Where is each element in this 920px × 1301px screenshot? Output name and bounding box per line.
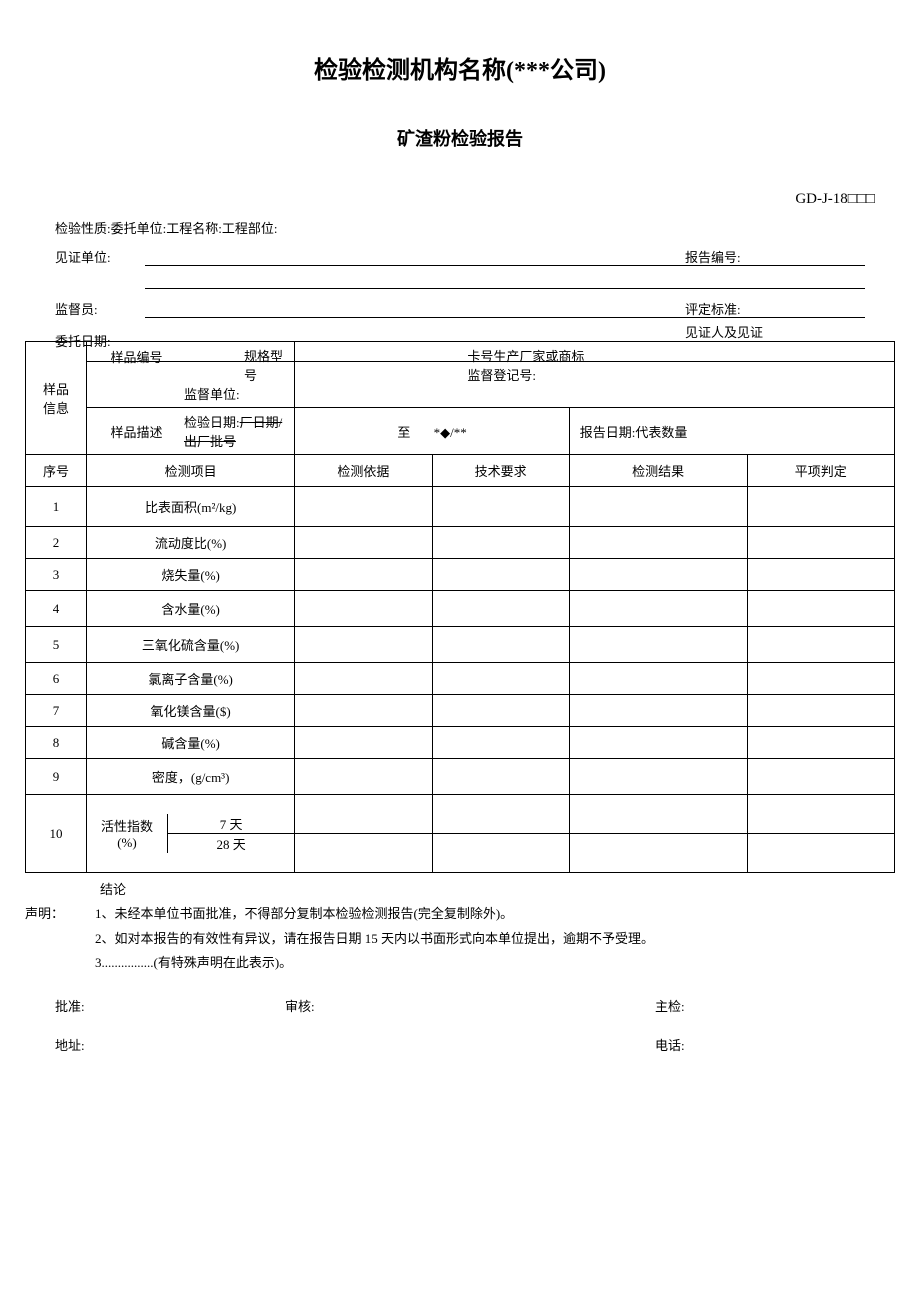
standard-label: 评定标准:	[685, 299, 741, 318]
witness-person-label: 见证人及见证	[685, 322, 763, 341]
sample-info-header: 样品 信息	[26, 342, 87, 455]
review-label: 审核:	[285, 996, 655, 1015]
table-row: 2流动度比(%)	[26, 527, 895, 559]
page-title: 检验检测机构名称(***公司)	[25, 50, 895, 85]
col-seq: 序号	[26, 455, 87, 487]
inspect-label: 主检:	[655, 996, 895, 1015]
statement-prefix: 声明：	[25, 902, 95, 927]
card-label: 卡号	[467, 349, 493, 364]
table-row: 7氧化镁含量($)	[26, 695, 895, 727]
statement-block: 声明： 1、未经本单位书面批准，不得部分复制本检验检测报告(完全复制除外)。 2…	[25, 902, 895, 976]
contact-row: 地址: 电话:	[25, 1035, 895, 1054]
header-labels: 检验性质:委托单位:工程名称:工程部位:	[55, 218, 895, 237]
approve-label: 批准:	[55, 996, 285, 1015]
supervisor-label: 监督员:	[25, 299, 145, 318]
report-subtitle: 矿渣粉检验报告	[25, 125, 895, 151]
activity-7d: 7 天	[168, 814, 294, 834]
to-label: 至	[397, 425, 410, 440]
table-row: 3烧失量(%)	[26, 559, 895, 591]
statement-line-3: 3................(有特殊声明在此表示)。	[25, 951, 895, 976]
col-basis: 检测依据	[295, 455, 432, 487]
col-judge: 平项判定	[747, 455, 894, 487]
main-table: 样品 信息 样品编号 规格型号 监督单位: 卡号生产厂家或商标 监督登记号:	[25, 341, 895, 873]
col-item: 检测项目	[86, 455, 294, 487]
activity-index-label: 活性指数 (%)	[87, 814, 167, 853]
sample-desc-label: 样品描述	[110, 425, 162, 440]
statement-line-1: 1、未经本单位书面批准，不得部分复制本检验检测报告(完全复制除外)。	[95, 902, 513, 927]
statement-line-2: 2、如对本报告的有效性有异议，请在报告日期 15 天内以书面形式向本单位提出，逾…	[25, 927, 895, 952]
table-row: 5三氧化硫含量(%)	[26, 627, 895, 663]
address-label: 地址:	[55, 1035, 285, 1054]
col-req: 技术要求	[432, 455, 569, 487]
phone-label: 电话:	[655, 1035, 895, 1054]
sample-row-1: 样品 信息 样品编号 规格型号 监督单位: 卡号生产厂家或商标 监督登记号:	[26, 342, 895, 408]
table-row: 9密度，(g/cm³)	[26, 759, 895, 795]
table-row: 1比表面积(m²/kg)	[26, 487, 895, 527]
meta-section: 见证单位: 报告编号: 监督员: 评定标准: 委托日期: 见证人及见证	[25, 245, 895, 340]
table-row: 4含水量(%)	[26, 591, 895, 627]
manufacturer-label: 生产厂家或商标	[493, 349, 584, 364]
spec-label: 规格型号	[244, 349, 283, 383]
sample-row-2: 样品描述 检验日期:厂日期/出厂批号 至 *◆/** 报告日期:代表数量	[26, 408, 895, 455]
sample-no-label: 样品编号	[110, 347, 162, 366]
report-no-label: 报告编号:	[685, 247, 741, 266]
doc-code: GD-J-18□□□	[25, 191, 895, 208]
witness-unit-label: 见证单位:	[25, 247, 145, 266]
table-header-row: 序号 检测项目 检测依据 技术要求 检测结果 平项判定	[26, 455, 895, 487]
report-date-label: 报告日期:	[580, 425, 636, 440]
asterisk-label: *◆/**	[414, 425, 467, 440]
col-result: 检测结果	[569, 455, 747, 487]
activity-28d: 28 天	[168, 834, 294, 853]
table-row: 8碱含量(%)	[26, 727, 895, 759]
signature-row: 批准: 审核: 主检:	[25, 996, 895, 1015]
inspect-date-label: 检验日期:	[184, 415, 240, 430]
table-row: 10 活性指数 (%) 7 天 28 天	[26, 795, 895, 834]
represent-qty-label: 代表数量	[635, 425, 687, 440]
conclusion-label: 结论	[25, 879, 895, 898]
supervise-unit-label: 监督单位:	[184, 387, 240, 402]
table-row: 6氯离子含量(%)	[26, 663, 895, 695]
supervise-reg-label: 监督登记号:	[467, 368, 536, 383]
